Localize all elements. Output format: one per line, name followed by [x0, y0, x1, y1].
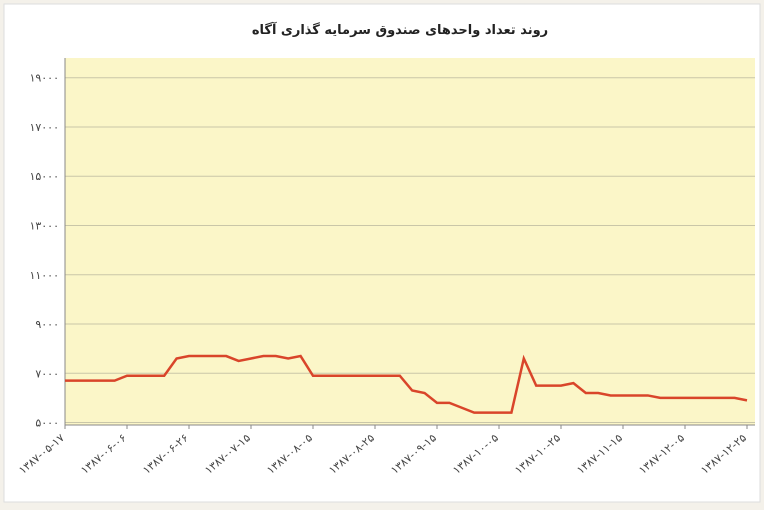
y-tick-label: ۱۹۰۰۰ — [29, 72, 59, 85]
data-line — [65, 354, 748, 414]
y-tick-label: ۱۳۰۰۰ — [29, 219, 59, 232]
y-tick-label: ۱۵۰۰۰ — [29, 170, 59, 183]
y-tick-label: ۷۰۰۰ — [35, 367, 59, 380]
chart-title: روند تعداد واحدهای صندوق سرمایه گذاری آگ… — [252, 21, 548, 38]
y-tick-label: ۱۱۰۰۰ — [29, 269, 59, 282]
y-tick-label: ۵۰۰۰ — [35, 417, 59, 430]
plot-area — [65, 58, 755, 425]
y-tick-label: ۹۰۰۰ — [35, 318, 59, 331]
y-tick-label: ۱۷۰۰۰ — [29, 121, 59, 134]
